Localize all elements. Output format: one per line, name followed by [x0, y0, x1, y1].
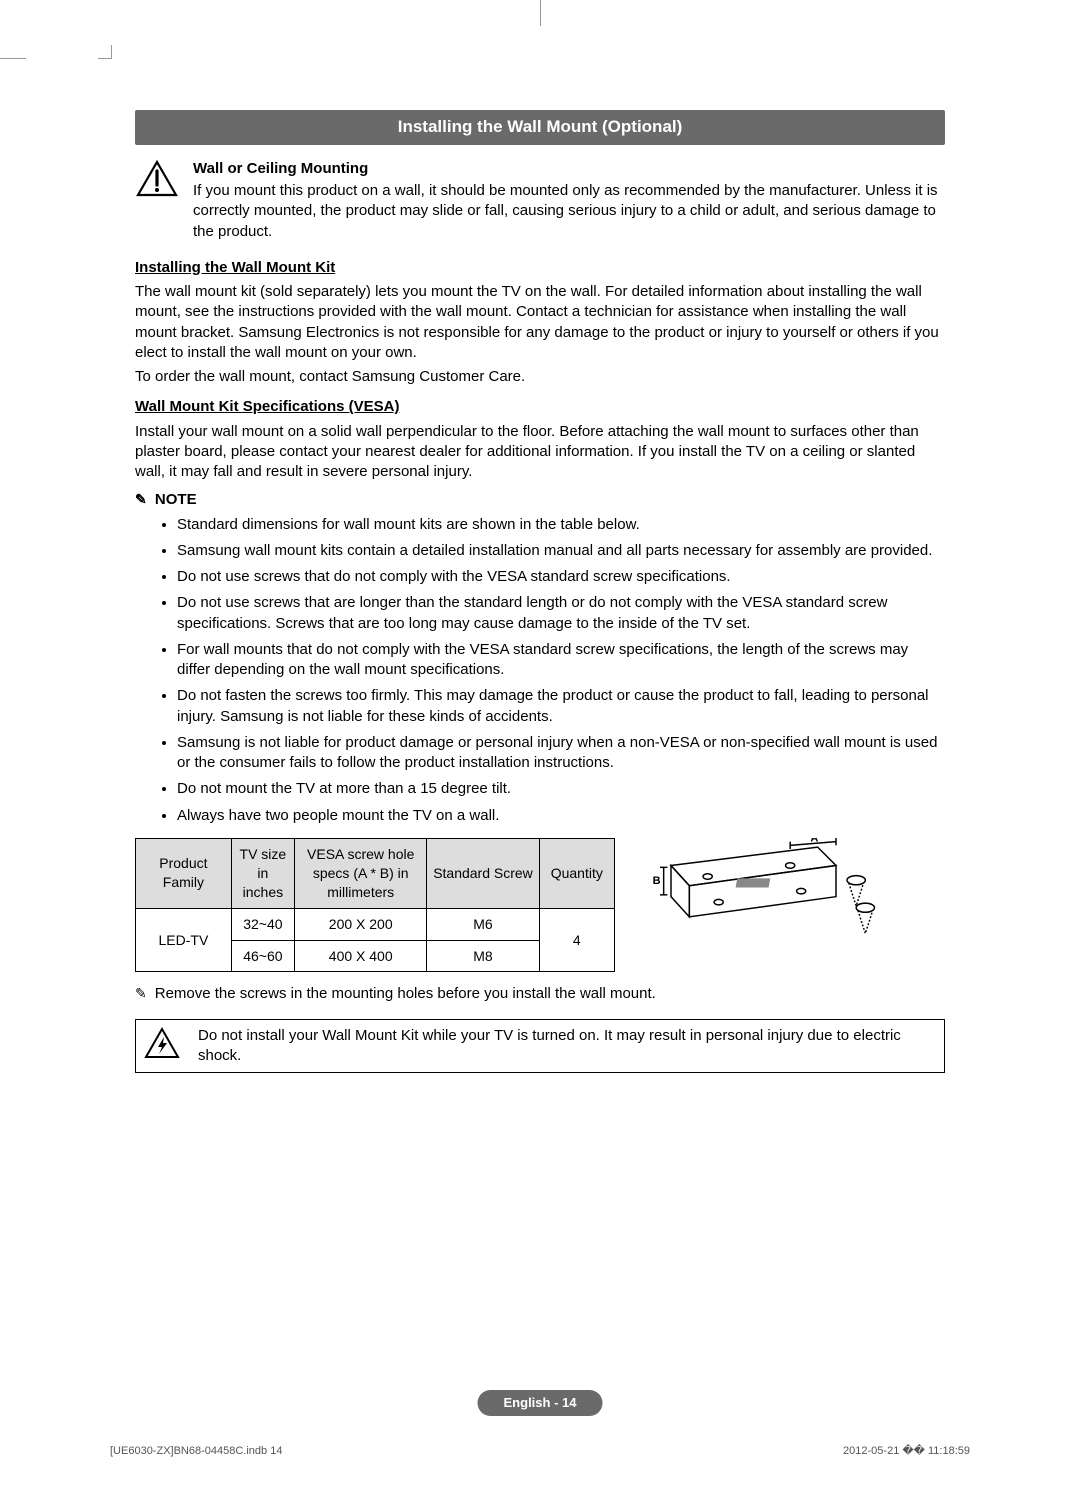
footer-left: [UE6030-ZX]BN68-04458C.indb 14	[110, 1444, 282, 1459]
vesa-para: Install your wall mount on a solid wall …	[135, 422, 945, 483]
td-screw: M8	[427, 940, 539, 972]
note-icon: ✎	[135, 984, 147, 1003]
crop-mark-top	[540, 0, 541, 26]
caution-body: If you mount this product on a wall, it …	[193, 181, 945, 242]
page-content: Installing the Wall Mount (Optional) Wal…	[135, 110, 945, 1073]
table-row: LED-TV 32~40 200 X 200 M6 4	[136, 908, 615, 940]
list-item: Do not use screws that do not comply wit…	[177, 567, 945, 587]
list-item: Standard dimensions for wall mount kits …	[177, 515, 945, 535]
kit-para1: The wall mount kit (sold separately) let…	[135, 282, 945, 363]
warning-text: Do not install your Wall Mount Kit while…	[198, 1026, 936, 1067]
remove-note-text: Remove the screws in the mounting holes …	[155, 984, 656, 1004]
td-spec: 400 X 400	[294, 940, 426, 972]
section-title-kit: Installing the Wall Mount Kit	[135, 258, 945, 278]
th-spec: VESA screw hole specs (A * B) in millime…	[294, 838, 426, 908]
note-label: NOTE	[155, 491, 197, 508]
caution-title: Wall or Ceiling Mounting	[193, 159, 945, 179]
warning-box: Do not install your Wall Mount Kit while…	[135, 1019, 945, 1074]
kit-para2: To order the wall mount, contact Samsung…	[135, 367, 945, 387]
th-screw: Standard Screw	[427, 838, 539, 908]
remove-note: ✎ Remove the screws in the mounting hole…	[135, 984, 945, 1004]
section-banner: Installing the Wall Mount (Optional)	[135, 110, 945, 145]
list-item: Samsung is not liable for product damage…	[177, 733, 945, 774]
mounting-diagram: A B	[641, 838, 921, 948]
list-item: Always have two people mount the TV on a…	[177, 806, 945, 826]
note-icon: ✎	[135, 491, 147, 507]
vesa-table: Product Family TV size in inches VESA sc…	[135, 838, 615, 972]
caution-icon	[135, 159, 179, 199]
td-family: LED-TV	[136, 908, 232, 972]
diagram-label-a: A	[810, 838, 818, 845]
td-size: 32~40	[231, 908, 294, 940]
th-size: TV size in inches	[231, 838, 294, 908]
list-item: For wall mounts that do not comply with …	[177, 640, 945, 681]
td-size: 46~60	[231, 940, 294, 972]
note-heading: ✎ NOTE	[135, 490, 945, 510]
section-title-vesa: Wall Mount Kit Specifications (VESA)	[135, 397, 945, 417]
caution-text: Wall or Ceiling Mounting If you mount th…	[193, 159, 945, 246]
list-item: Samsung wall mount kits contain a detail…	[177, 541, 945, 561]
th-family: Product Family	[136, 838, 232, 908]
diagram-label-b: B	[653, 875, 661, 887]
td-qty: 4	[539, 908, 614, 972]
page-footer-pill: English - 14	[478, 1390, 603, 1416]
crop-corner	[98, 58, 112, 59]
caution-block: Wall or Ceiling Mounting If you mount th…	[135, 159, 945, 246]
td-screw: M6	[427, 908, 539, 940]
td-spec: 200 X 200	[294, 908, 426, 940]
table-and-diagram-row: Product Family TV size in inches VESA sc…	[135, 838, 945, 972]
shock-warning-icon	[144, 1027, 180, 1065]
note-list: Standard dimensions for wall mount kits …	[135, 515, 945, 826]
list-item: Do not use screws that are longer than t…	[177, 593, 945, 634]
th-qty: Quantity	[539, 838, 614, 908]
list-item: Do not mount the TV at more than a 15 de…	[177, 779, 945, 799]
list-item: Do not fasten the screws too firmly. Thi…	[177, 686, 945, 727]
table-header-row: Product Family TV size in inches VESA sc…	[136, 838, 615, 908]
footer-right: 2012-05-21 �� 11:18:59	[843, 1444, 970, 1459]
crop-mark-left	[0, 58, 26, 59]
